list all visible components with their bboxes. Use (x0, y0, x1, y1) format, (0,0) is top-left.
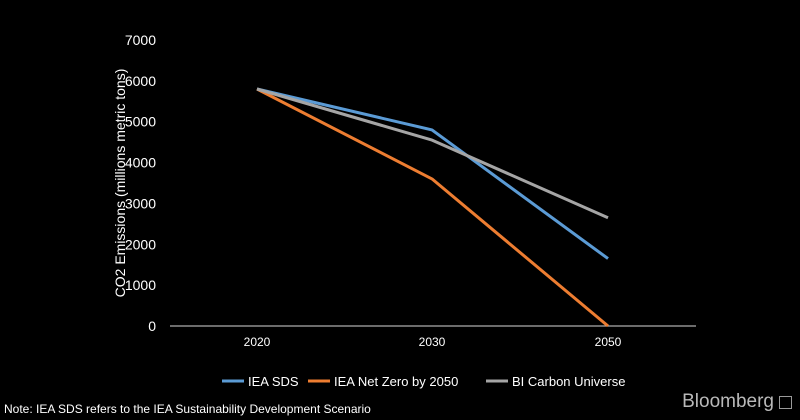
y-tick-label: 3000 (125, 195, 156, 211)
footnote: Note: IEA SDS refers to the IEA Sustaina… (4, 402, 371, 416)
legend-label: IEA Net Zero by 2050 (334, 374, 458, 389)
x-tick-label: 2020 (244, 335, 271, 349)
legend: IEA SDS IEA Net Zero by 2050 BI Carbon Uni… (222, 374, 625, 389)
series-line-1 (256, 87, 609, 328)
y-tick-label: 2000 (125, 236, 156, 252)
x-tick-label: 2030 (419, 335, 446, 349)
y-tick-label: 5000 (125, 114, 156, 130)
y-axis-ticks: 0 1000 2000 3000 4000 5000 6000 7000 (125, 32, 156, 334)
y-tick-label: 6000 (125, 73, 156, 89)
series-line-0 (256, 87, 609, 260)
x-axis-ticks: 2020 2030 2050 (244, 335, 622, 349)
y-tick-label: 1000 (125, 277, 156, 293)
brand-mark-icon (779, 396, 792, 409)
y-tick-label: 4000 (125, 155, 156, 171)
y-axis-title: CO2 Emissions (millions metric tons) (112, 69, 128, 298)
brand-logo: Bloomberg (682, 391, 774, 412)
x-tick-label: 2050 (595, 335, 622, 349)
legend-label: IEA SDS (248, 374, 299, 389)
y-tick-label: 7000 (125, 32, 156, 48)
legend-label: BI Carbon Universe (512, 374, 625, 389)
series-line-2 (256, 87, 609, 220)
series-lines (256, 87, 609, 328)
y-tick-label: 0 (148, 318, 156, 334)
